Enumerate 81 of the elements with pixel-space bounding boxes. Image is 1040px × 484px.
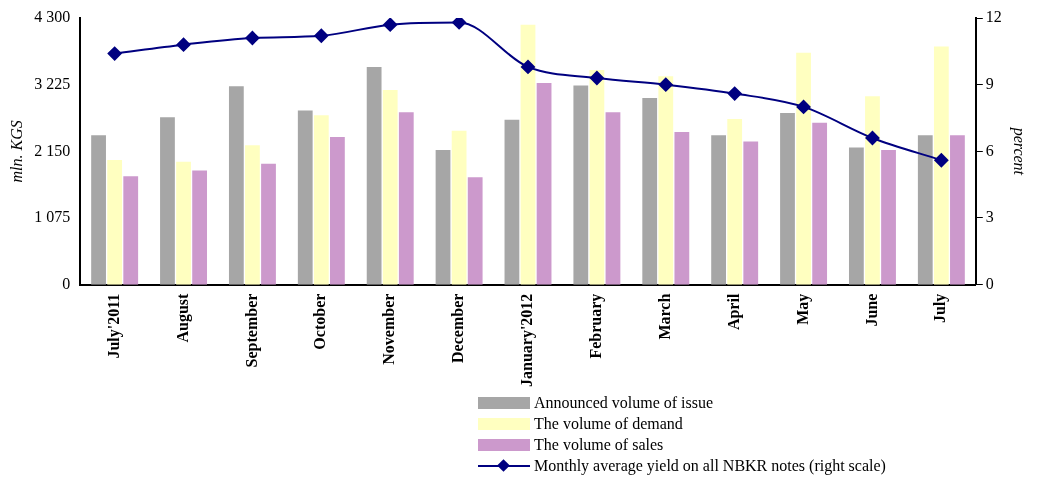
point <box>383 18 398 32</box>
legend-label: The volume of demand <box>534 414 683 434</box>
bar <box>228 86 244 285</box>
y2-tick-label: 9 <box>985 74 994 92</box>
bar <box>107 160 123 285</box>
bar <box>573 85 589 285</box>
bar <box>160 117 175 285</box>
legend-label: The volume of sales <box>534 435 664 455</box>
bar <box>176 161 191 285</box>
point <box>452 18 467 30</box>
bar <box>848 147 864 285</box>
bar <box>743 141 759 285</box>
point <box>934 153 949 168</box>
x-tick-label: June <box>862 293 880 327</box>
x-tick-label: March <box>655 293 673 340</box>
x-tick-label: November <box>380 293 398 365</box>
bar <box>642 98 658 285</box>
point <box>314 28 329 43</box>
bar <box>865 96 880 285</box>
bar <box>261 163 276 285</box>
x-tick-label: January'2012 <box>518 293 537 387</box>
bar <box>192 170 208 285</box>
bar <box>812 122 828 285</box>
bar <box>245 145 260 285</box>
bar <box>796 52 811 285</box>
bar <box>467 177 483 285</box>
point <box>796 99 811 114</box>
bar <box>589 70 605 285</box>
x-tick-label: April <box>724 293 743 331</box>
bar <box>520 24 536 285</box>
x-tick-label: December <box>449 293 467 363</box>
point <box>589 71 604 85</box>
x-tick-label: May <box>793 293 812 325</box>
y-tick-label: 1 075 <box>34 208 71 226</box>
point <box>865 131 880 145</box>
bar <box>780 112 795 285</box>
bar <box>536 83 552 285</box>
bar <box>313 115 329 285</box>
bar <box>711 135 726 285</box>
bar <box>451 130 467 285</box>
legend-label: Announced volume of issue <box>534 393 714 413</box>
bar <box>123 176 139 285</box>
point <box>521 59 535 74</box>
x-tick-label: July'2011 <box>104 293 123 359</box>
point <box>727 86 742 101</box>
point <box>107 46 122 61</box>
y-tick-label: 2 150 <box>34 141 71 159</box>
x-tick-label: September <box>242 293 261 368</box>
y-axis-title: mln. KGS <box>7 120 25 183</box>
bar <box>950 135 965 285</box>
bar <box>605 112 621 285</box>
y2-tick-label: 3 <box>985 208 994 226</box>
bar <box>398 112 414 285</box>
bar <box>933 46 949 285</box>
x-tick-label: February <box>587 293 606 359</box>
x-tick-label: August <box>173 292 192 343</box>
bar <box>297 110 313 285</box>
point <box>658 77 673 92</box>
point <box>176 37 191 52</box>
bar <box>658 76 674 285</box>
bar <box>435 150 451 285</box>
y-tick-label: 0 <box>62 274 71 292</box>
x-tick-label: October <box>311 293 329 350</box>
bar <box>917 135 933 285</box>
bar <box>366 66 382 285</box>
point <box>245 31 260 45</box>
bar <box>330 137 345 285</box>
bar <box>674 132 690 285</box>
y2-tick-label: 6 <box>985 141 994 159</box>
y2-axis-title: percent <box>1010 126 1029 176</box>
y-tick-label: 4 300 <box>34 8 71 26</box>
bar <box>881 150 896 285</box>
legend-label: Monthly average yield on all NBKR notes (right scale) <box>534 456 886 476</box>
y2-tick-label: 0 <box>985 274 994 292</box>
y2-tick-label: 12 <box>985 8 1002 26</box>
bar <box>382 89 398 285</box>
bar <box>504 119 520 285</box>
bar <box>91 135 106 285</box>
y-tick-label: 3 225 <box>34 74 71 92</box>
bar <box>727 119 743 285</box>
x-tick-label: July <box>931 293 950 323</box>
